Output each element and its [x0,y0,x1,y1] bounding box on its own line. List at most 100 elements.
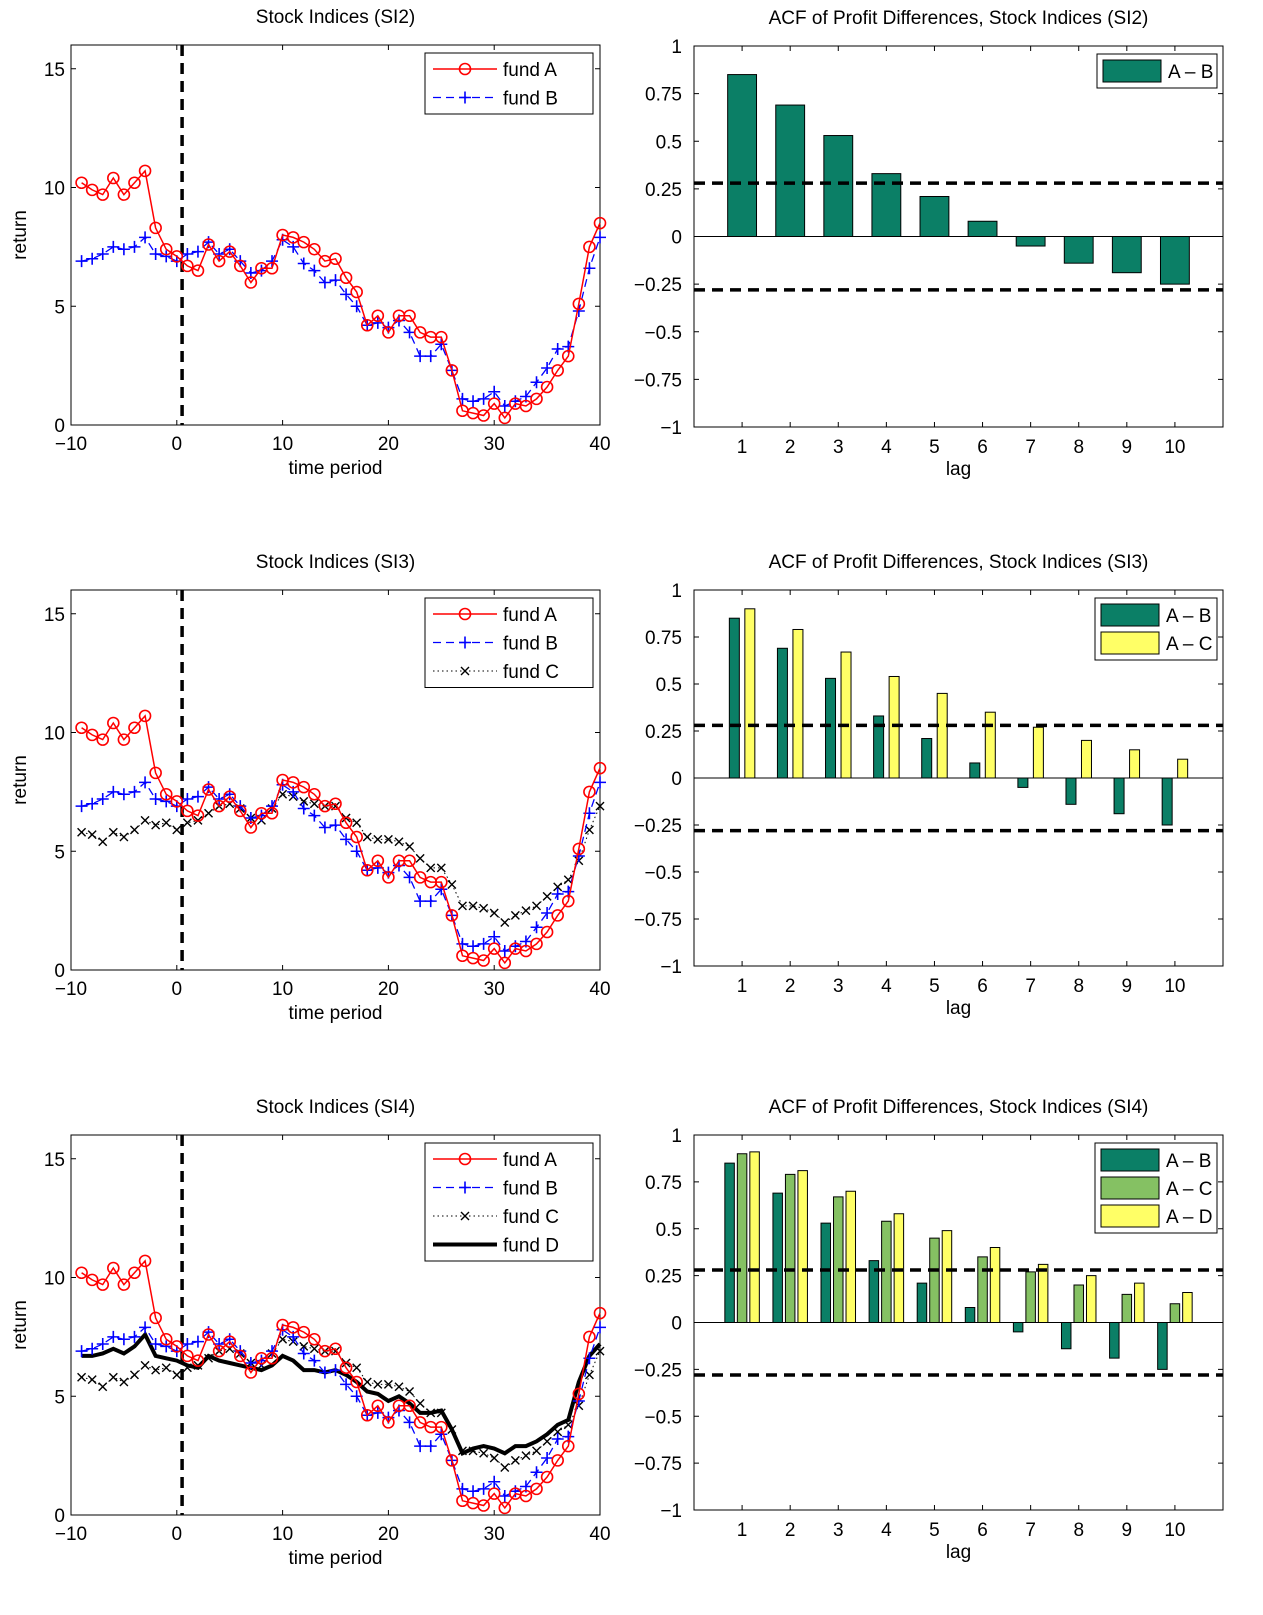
legend-swatch [1102,59,1162,83]
x-tick-label: 10 [272,1524,293,1545]
series-line [81,714,601,965]
chart-title: ACF of Profit Differences, Stock Indices… [769,552,1149,573]
data-point [286,231,300,244]
bar [893,1213,905,1323]
y-tick-label: 5 [54,297,65,318]
data-point [75,1345,88,1358]
data-point [445,909,459,922]
y-tick-label: −0.75 [634,910,682,931]
data-point [96,1278,110,1291]
x-tick-label: 6 [977,976,988,997]
data-point [540,1470,554,1484]
data-point [583,785,596,799]
bar [1080,739,1092,779]
data-point [204,1353,214,1363]
data-point [149,793,162,805]
data-point [498,956,512,970]
y-axis-label: return [10,1300,31,1350]
data-point [286,1321,300,1334]
x-tick-label: 0 [172,1524,183,1545]
data-point [108,827,118,837]
x-tick-label: 8 [1073,437,1084,458]
data-point [340,833,353,846]
y-tick-label: 0.25 [645,722,682,743]
data-point [521,906,531,916]
data-point [477,937,490,950]
y-tick-label: 10 [44,179,65,200]
x-tick-label: 40 [589,1524,610,1545]
x-tick-label: 10 [1164,1520,1185,1541]
legend-box [424,1142,594,1262]
data-point [551,364,564,377]
data-point [98,837,108,847]
data-point [339,271,353,285]
y-tick-label: 5 [54,842,65,863]
data-point [297,780,311,794]
y-tick-label: 0.75 [645,628,682,649]
x-axis-label: time period [289,458,383,479]
data-point [426,863,436,873]
data-point [583,240,596,254]
data-point [373,834,383,844]
data-point [149,766,162,780]
acf-bar-chart-panel: −1 −0.75 −0.5 −0.25 0 0.25 0.5 0.75 1 1 2 3 4 5 6 7 8 9 10… [634,1097,1224,1563]
data-point [362,1377,372,1387]
legend-label: fund A [503,1150,557,1171]
bar [840,651,852,779]
x-axis-label: lag [946,998,971,1019]
data-point [498,400,511,412]
y-tick-label: −0.5 [644,1407,682,1428]
data-point [244,276,258,289]
data-point [265,1351,279,1365]
chart-title: Stock Indices (SI4) [256,1097,415,1118]
legend-swatch [1100,603,1160,627]
data-point [107,716,120,730]
data-point [519,399,533,413]
data-point [119,832,129,842]
data-point [149,1338,162,1350]
x-tick-label: 2 [785,1520,796,1541]
data-point [541,907,554,919]
legend-label: fund C [503,662,559,683]
data-point [204,808,214,818]
legend: A – B [1096,53,1218,89]
data-point [479,903,489,913]
data-point [447,1425,457,1434]
legend-label: A – C [1166,1179,1212,1200]
x-tick-label: 20 [378,1524,399,1545]
data-point [350,285,363,299]
series-fund-D [81,1330,602,1456]
x-tick-label: 40 [589,979,610,1000]
data-point [86,252,99,265]
data-point [424,895,437,908]
data-point [128,785,141,798]
x-tick-label: 3 [833,437,844,458]
bar [1017,777,1029,788]
data-point [318,1366,331,1379]
data-point [403,871,416,884]
x-tick-label: 40 [589,434,610,455]
data-point [594,776,606,789]
data-point [212,254,226,268]
chart-title: ACF of Profit Differences, Stock Indices… [769,8,1149,29]
data-point [86,797,99,810]
x-tick-label: 10 [272,434,293,455]
data-point [500,918,510,927]
bar-series-2 [749,1151,1193,1323]
data-point [542,891,552,901]
data-point [85,1273,99,1287]
chart-title: Stock Indices (SI3) [256,552,415,573]
bar [1032,726,1044,779]
data-point [530,376,543,389]
bar [1025,1271,1036,1323]
bar [916,1282,928,1323]
data-point [182,818,192,828]
bar [797,1170,808,1323]
data-point [340,288,353,301]
data-point [382,326,395,339]
data-point [129,825,139,835]
bar [1182,1292,1193,1323]
x-tick-label: 10 [272,979,293,1000]
legend-swatch [1100,1176,1160,1200]
bar [868,1260,880,1323]
